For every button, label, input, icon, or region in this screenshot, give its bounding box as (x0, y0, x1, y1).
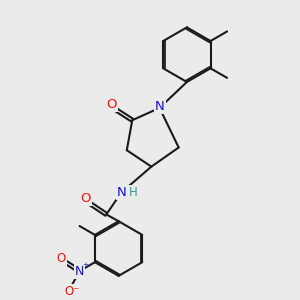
Text: H: H (128, 185, 137, 199)
Text: +: + (82, 262, 88, 268)
Text: O: O (57, 252, 66, 265)
Text: N: N (155, 100, 165, 113)
Text: O: O (106, 98, 117, 111)
Text: O: O (80, 191, 91, 205)
Text: N: N (117, 185, 127, 199)
Text: O⁻: O⁻ (64, 284, 80, 298)
Text: N: N (75, 265, 84, 278)
